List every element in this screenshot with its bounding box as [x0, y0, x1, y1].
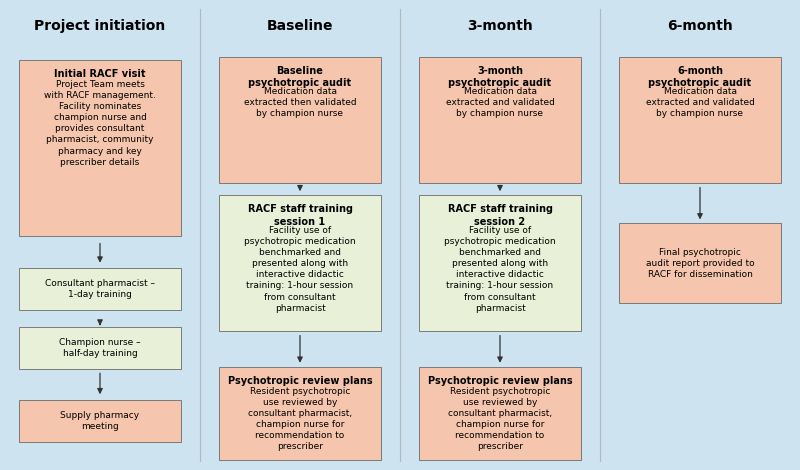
Text: Psychotropic review plans: Psychotropic review plans	[428, 376, 572, 386]
Text: Final psychotropic
audit report provided to
RACF for dissemination: Final psychotropic audit report provided…	[646, 248, 754, 279]
Text: Resident psychotropic
use reviewed by
consultant pharmacist,
champion nurse for
: Resident psychotropic use reviewed by co…	[248, 387, 352, 451]
FancyBboxPatch shape	[19, 268, 181, 310]
Text: RACF staff training
session 1: RACF staff training session 1	[247, 204, 353, 227]
Text: Psychotropic review plans: Psychotropic review plans	[228, 376, 372, 386]
Text: Project initiation: Project initiation	[34, 19, 166, 33]
FancyBboxPatch shape	[419, 367, 581, 461]
Text: Baseline
psychotropic audit: Baseline psychotropic audit	[249, 66, 351, 88]
FancyBboxPatch shape	[619, 224, 781, 303]
FancyBboxPatch shape	[219, 195, 382, 331]
Text: 6-month: 6-month	[667, 19, 733, 33]
Text: Facility use of
psychotropic medication
benchmarked and
presented along with
int: Facility use of psychotropic medication …	[444, 226, 556, 313]
FancyBboxPatch shape	[419, 195, 581, 331]
Text: 3-month: 3-month	[467, 19, 533, 33]
FancyBboxPatch shape	[19, 400, 181, 442]
FancyBboxPatch shape	[219, 367, 382, 461]
FancyBboxPatch shape	[19, 327, 181, 368]
Text: 3-month
psychotropic audit: 3-month psychotropic audit	[449, 66, 551, 88]
Text: Facility use of
psychotropic medication
benchmarked and
presented along with
int: Facility use of psychotropic medication …	[244, 226, 356, 313]
FancyBboxPatch shape	[219, 57, 382, 183]
Text: Consultant pharmacist –
1-day training: Consultant pharmacist – 1-day training	[45, 279, 155, 299]
Text: Supply pharmacy
meeting: Supply pharmacy meeting	[61, 411, 139, 431]
Text: Resident psychotropic
use reviewed by
consultant pharmacist,
champion nurse for
: Resident psychotropic use reviewed by co…	[448, 387, 552, 451]
Text: Project Team meets
with RACF management.
Facility nominates
champion nurse and
p: Project Team meets with RACF management.…	[44, 80, 156, 167]
FancyBboxPatch shape	[19, 60, 181, 236]
Text: 6-month
psychotropic audit: 6-month psychotropic audit	[649, 66, 751, 88]
Text: Medication data
extracted and validated
by champion nurse: Medication data extracted and validated …	[646, 87, 754, 118]
Text: Initial RACF visit: Initial RACF visit	[54, 69, 146, 79]
FancyBboxPatch shape	[419, 57, 581, 183]
Text: Medication data
extracted then validated
by champion nurse: Medication data extracted then validated…	[244, 87, 356, 118]
Text: Baseline: Baseline	[266, 19, 334, 33]
Text: RACF staff training
session 2: RACF staff training session 2	[447, 204, 553, 227]
Text: Champion nurse –
half-day training: Champion nurse – half-day training	[59, 338, 141, 358]
FancyBboxPatch shape	[619, 57, 781, 183]
Text: Medication data
extracted and validated
by champion nurse: Medication data extracted and validated …	[446, 87, 554, 118]
